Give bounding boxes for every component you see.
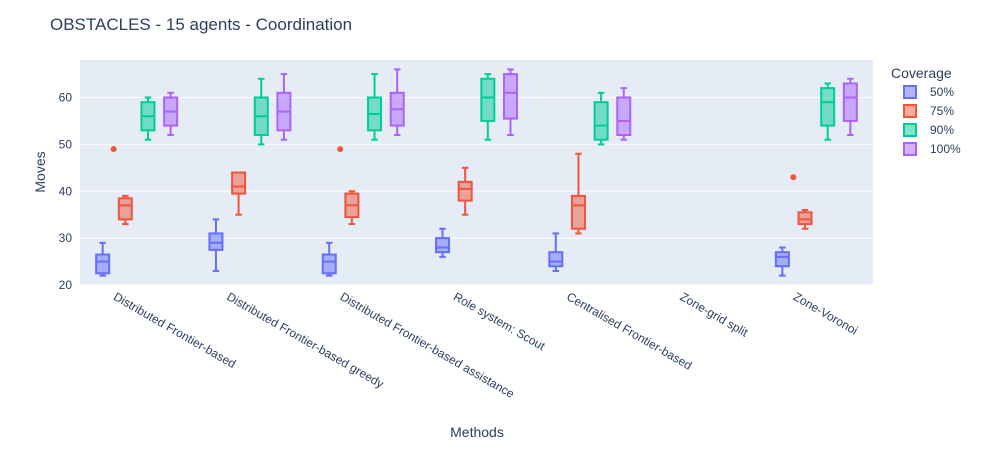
box-100%-2 (389, 68, 405, 136)
y-tick-label: 20 (59, 278, 73, 292)
x-tick-label: Zone-Voronoi (791, 289, 860, 337)
box-100%-1 (276, 73, 292, 141)
box-iqr (570, 194, 586, 230)
x-tick-label: Role system: Scout (451, 289, 548, 353)
box-iqr (321, 253, 337, 275)
box-50%-1 (208, 218, 224, 272)
box-iqr (797, 211, 813, 226)
y-axis-ticks: 20 30 40 50 60 (59, 91, 73, 293)
box-100%-3 (502, 68, 518, 136)
box-75%-0 (110, 146, 133, 226)
x-axis-title: Methods (450, 424, 504, 440)
box-iqr (95, 253, 111, 275)
legend-swatch (903, 123, 917, 137)
series-90% (140, 73, 836, 146)
box-90%-3 (480, 73, 496, 141)
box-iqr (208, 232, 224, 251)
y-tick-label: 50 (59, 137, 73, 151)
legend-swatch (903, 104, 917, 118)
x-tick-label: Distributed Frontier-based (111, 289, 238, 370)
box-iqr (457, 180, 473, 202)
box-iqr (480, 77, 496, 122)
legend-item-90%[interactable]: 90% (903, 123, 954, 137)
box-90%-0 (140, 96, 156, 141)
outlier-point (110, 146, 117, 153)
box-50%-4 (548, 232, 564, 272)
outlier-point (337, 146, 344, 153)
box-iqr (774, 251, 790, 268)
box-100%-4 (616, 87, 632, 141)
legend-label: 100% (930, 142, 961, 156)
legend-swatch (903, 142, 917, 156)
legend-label: 90% (930, 123, 954, 137)
legend-item-50%[interactable]: 50% (903, 85, 954, 99)
x-axis-ticks: Distributed Frontier-based Distributed Fr… (111, 289, 860, 401)
y-tick-label: 30 (59, 231, 73, 245)
series-50% (95, 218, 790, 277)
box-75%-4 (570, 152, 586, 235)
legend-item-75%[interactable]: 75% (903, 104, 954, 118)
y-tick-label: 60 (59, 91, 73, 105)
box-series (95, 68, 858, 277)
box-50%-2 (321, 241, 337, 277)
box-75%-3 (457, 166, 473, 216)
box-iqr (117, 197, 133, 221)
series-75% (110, 146, 813, 235)
box-iqr (820, 87, 836, 127)
x-tick-label: Distributed Frontier-based assistance (338, 289, 517, 401)
box-90%-1 (253, 77, 269, 146)
box-100%-0 (163, 91, 179, 136)
box-75%-2 (337, 146, 360, 226)
legend-swatch (903, 85, 917, 99)
box-90%-4 (593, 91, 609, 146)
box-90%-6 (820, 82, 836, 141)
box-100%-6 (842, 77, 858, 136)
box-50%-6 (774, 246, 790, 277)
box-90%-2 (367, 73, 383, 141)
box-iqr (231, 171, 247, 195)
legend[interactable]: Coverage 50% 75% 90% 100% (891, 65, 961, 156)
box-iqr (593, 101, 609, 141)
y-axis-title: Moves (32, 151, 48, 192)
box-50%-3 (435, 227, 451, 258)
legend-label: 75% (930, 104, 954, 118)
box-iqr (435, 237, 451, 254)
legend-item-100%[interactable]: 100% (903, 142, 961, 156)
box-iqr (842, 82, 858, 122)
outlier-point (790, 174, 797, 181)
box-75%-1 (231, 171, 247, 216)
chart-title: OBSTACLES - 15 agents - Coordination (50, 15, 352, 34)
box-iqr (548, 251, 564, 268)
box-iqr (502, 73, 518, 120)
legend-title: Coverage (891, 65, 952, 81)
y-tick-label: 40 (59, 184, 73, 198)
box-iqr (616, 96, 632, 136)
plot-area (80, 60, 873, 285)
legend-label: 50% (930, 85, 954, 99)
series-100% (163, 68, 858, 141)
box-75%-6 (790, 174, 813, 230)
x-tick-label: Zone-grid split (678, 289, 751, 339)
x-tick-label: Centralised Frontier-based (564, 289, 694, 372)
box-50%-0 (95, 241, 111, 277)
